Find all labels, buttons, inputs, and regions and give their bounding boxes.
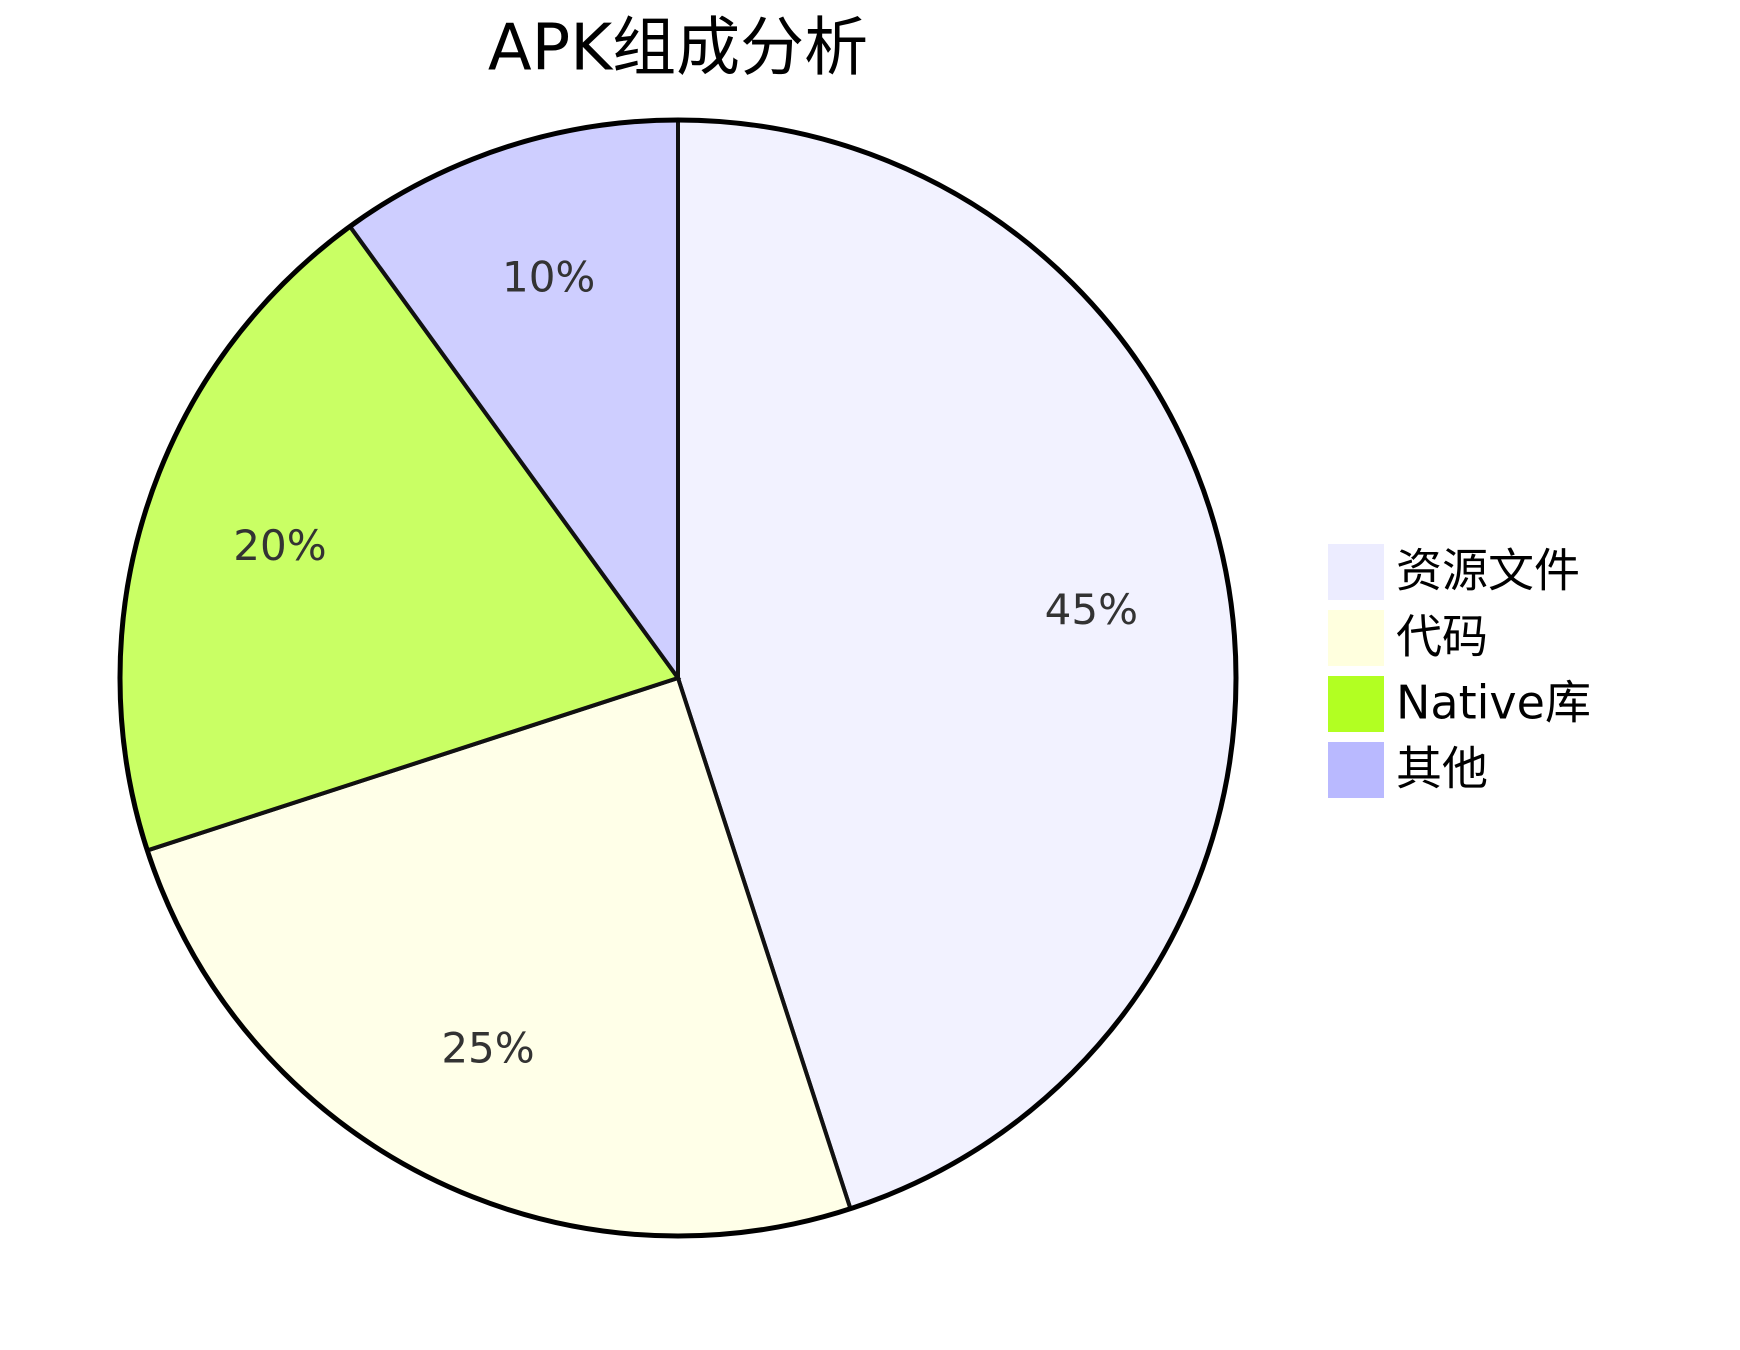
legend-label: Native库 [1396, 676, 1591, 730]
legend-swatch [1328, 676, 1384, 732]
slice-label: 25% [441, 1023, 534, 1072]
slice-label: 45% [1045, 585, 1138, 634]
legend-label: 代码 [1396, 610, 1488, 664]
legend-swatch [1328, 742, 1384, 798]
legend-label: 其他 [1396, 742, 1488, 796]
legend-label: 资源文件 [1396, 544, 1580, 598]
slice-label: 20% [233, 521, 326, 570]
slice-label: 10% [502, 252, 595, 301]
pie-outline [117, 117, 1239, 1239]
chart-title: APK组成分析 [488, 12, 868, 86]
legend-swatch [1328, 544, 1384, 600]
legend-swatch [1328, 610, 1384, 666]
